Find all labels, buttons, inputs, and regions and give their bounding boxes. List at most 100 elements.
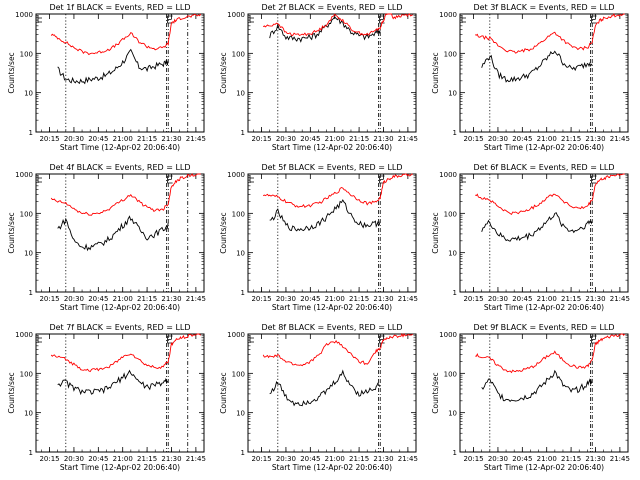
x-tick-label: 20:15 [251, 135, 271, 143]
x-tick-label: 21:45 [610, 455, 630, 463]
plot-frame [459, 333, 629, 453]
x-tick-label: 21:45 [398, 295, 418, 303]
y-tick-label: 100 [444, 50, 457, 58]
y-tick-label: 10 [236, 410, 245, 418]
x-tick-label: 21:30 [585, 135, 605, 143]
y-tick-label: 10 [236, 90, 245, 98]
y-tick-label: 1 [453, 129, 457, 137]
chart-title: Det 3f BLACK = Events, RED = LLD [473, 3, 614, 12]
plot-frame [35, 13, 205, 133]
x-tick-label: 20:45 [512, 455, 532, 463]
chart-panel: Det 6f BLACK = Events, RED = LLD 1 10 100 10… [431, 163, 630, 312]
y-axis-label: Counts/sec [7, 52, 16, 93]
y-tick-label: 10 [24, 250, 33, 258]
x-tick-label: 21:15 [561, 135, 581, 143]
x-tick-label: 21:30 [161, 135, 181, 143]
x-tick-label: 20:15 [463, 135, 483, 143]
plot-frame [247, 333, 417, 453]
events-series-line [269, 199, 381, 232]
y-tick-label: 10 [236, 250, 245, 258]
x-tick-label: 21:00 [113, 455, 133, 463]
y-axis-label: Counts/sec [219, 372, 228, 413]
end-marker [591, 335, 597, 344]
x-tick-label: 20:45 [300, 295, 320, 303]
chart-panel: Det 1f BLACK = Events, RED = LLD 1 10 100 10… [7, 3, 206, 152]
events-series-line [481, 50, 593, 83]
x-tick-label: 20:45 [88, 135, 108, 143]
plot-frame [459, 173, 629, 293]
x-tick-label: 20:15 [463, 455, 483, 463]
start-marker [37, 175, 42, 183]
x-tick-label: 20:15 [251, 455, 271, 463]
x-axis-label: Start Time (12-Apr-02 20:06:40) [272, 143, 392, 152]
x-axis-label: Start Time (12-Apr-02 20:06:40) [484, 143, 604, 152]
lld-series-line [475, 13, 625, 54]
y-tick-label: 100 [20, 50, 33, 58]
y-tick-label: 10 [448, 250, 457, 258]
plot-frame [247, 13, 417, 133]
lld-series-line [262, 332, 413, 367]
y-tick-label: 1000 [227, 11, 245, 19]
x-tick-label: 20:15 [463, 295, 483, 303]
y-tick-label: 1000 [227, 171, 245, 179]
x-tick-label: 20:30 [64, 295, 84, 303]
start-marker [249, 15, 254, 23]
y-tick-label: 1 [29, 449, 33, 457]
x-tick-label: 21:30 [585, 295, 605, 303]
x-tick-label: 21:30 [373, 455, 393, 463]
x-tick-label: 20:30 [64, 135, 84, 143]
y-tick-label: 10 [24, 90, 33, 98]
chart-panel: Det 8f BLACK = Events, RED = LLD 1 10 100 10… [219, 323, 418, 472]
chart-title: Det 8f BLACK = Events, RED = LLD [261, 323, 402, 332]
plot-frame [247, 173, 417, 293]
x-tick-label: 21:00 [113, 135, 133, 143]
x-tick-label: 20:15 [39, 135, 59, 143]
start-marker [37, 335, 42, 343]
x-tick-label: 21:45 [186, 135, 206, 143]
x-tick-label: 21:00 [325, 295, 345, 303]
end-marker [167, 175, 173, 184]
y-tick-label: 100 [444, 370, 457, 378]
y-tick-label: 100 [444, 210, 457, 218]
plot-frame [35, 333, 205, 453]
y-axis-label: Counts/sec [431, 212, 440, 253]
x-tick-label: 20:30 [488, 455, 508, 463]
x-tick-label: 21:15 [137, 455, 157, 463]
start-marker [461, 335, 466, 343]
x-tick-label: 21:15 [137, 295, 157, 303]
y-tick-label: 1000 [15, 331, 33, 339]
lld-series-line [50, 13, 202, 56]
chart-title: Det 1f BLACK = Events, RED = LLD [49, 3, 190, 12]
x-axis-label: Start Time (12-Apr-02 20:06:40) [484, 463, 604, 472]
chart-title: Det 4f BLACK = Events, RED = LLD [49, 163, 190, 172]
x-axis-label: Start Time (12-Apr-02 20:06:40) [60, 463, 180, 472]
x-tick-label: 20:30 [276, 135, 296, 143]
y-tick-label: 1 [241, 289, 245, 297]
chart-title: Det 2f BLACK = Events, RED = LLD [261, 3, 402, 12]
x-tick-label: 20:15 [39, 295, 59, 303]
lld-series-line [50, 333, 202, 373]
end-marker [591, 175, 597, 184]
chart-panel: Det 7f BLACK = Events, RED = LLD 1 10 100 10… [7, 323, 206, 472]
y-tick-label: 1000 [227, 331, 245, 339]
x-tick-label: 21:45 [610, 295, 630, 303]
x-tick-label: 21:15 [349, 455, 369, 463]
x-tick-label: 21:30 [161, 295, 181, 303]
x-axis-label: Start Time (12-Apr-02 20:06:40) [272, 303, 392, 312]
x-tick-label: 21:00 [113, 295, 133, 303]
x-tick-label: 21:30 [373, 135, 393, 143]
x-tick-label: 20:15 [251, 295, 271, 303]
lld-series-line [474, 173, 625, 216]
lld-series-line [475, 333, 626, 374]
y-tick-label: 10 [448, 90, 457, 98]
start-marker [37, 15, 42, 23]
events-series-line [269, 369, 381, 407]
events-series-line [481, 369, 593, 402]
chart-title: Det 7f BLACK = Events, RED = LLD [49, 323, 190, 332]
x-tick-label: 20:45 [300, 135, 320, 143]
x-tick-label: 20:45 [88, 295, 108, 303]
x-axis-label: Start Time (12-Apr-02 20:06:40) [60, 303, 180, 312]
y-tick-label: 1000 [439, 331, 457, 339]
x-tick-label: 21:15 [349, 135, 369, 143]
x-tick-label: 21:45 [398, 135, 418, 143]
